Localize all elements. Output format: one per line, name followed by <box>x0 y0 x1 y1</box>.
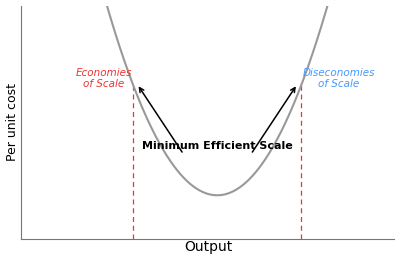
Text: Diseconomies
of Scale: Diseconomies of Scale <box>302 68 375 89</box>
Text: Economies
of Scale: Economies of Scale <box>75 68 132 89</box>
X-axis label: Output: Output <box>184 240 232 255</box>
Text: Minimum Efficient Scale: Minimum Efficient Scale <box>142 141 292 152</box>
Y-axis label: Per unit cost: Per unit cost <box>6 83 18 161</box>
